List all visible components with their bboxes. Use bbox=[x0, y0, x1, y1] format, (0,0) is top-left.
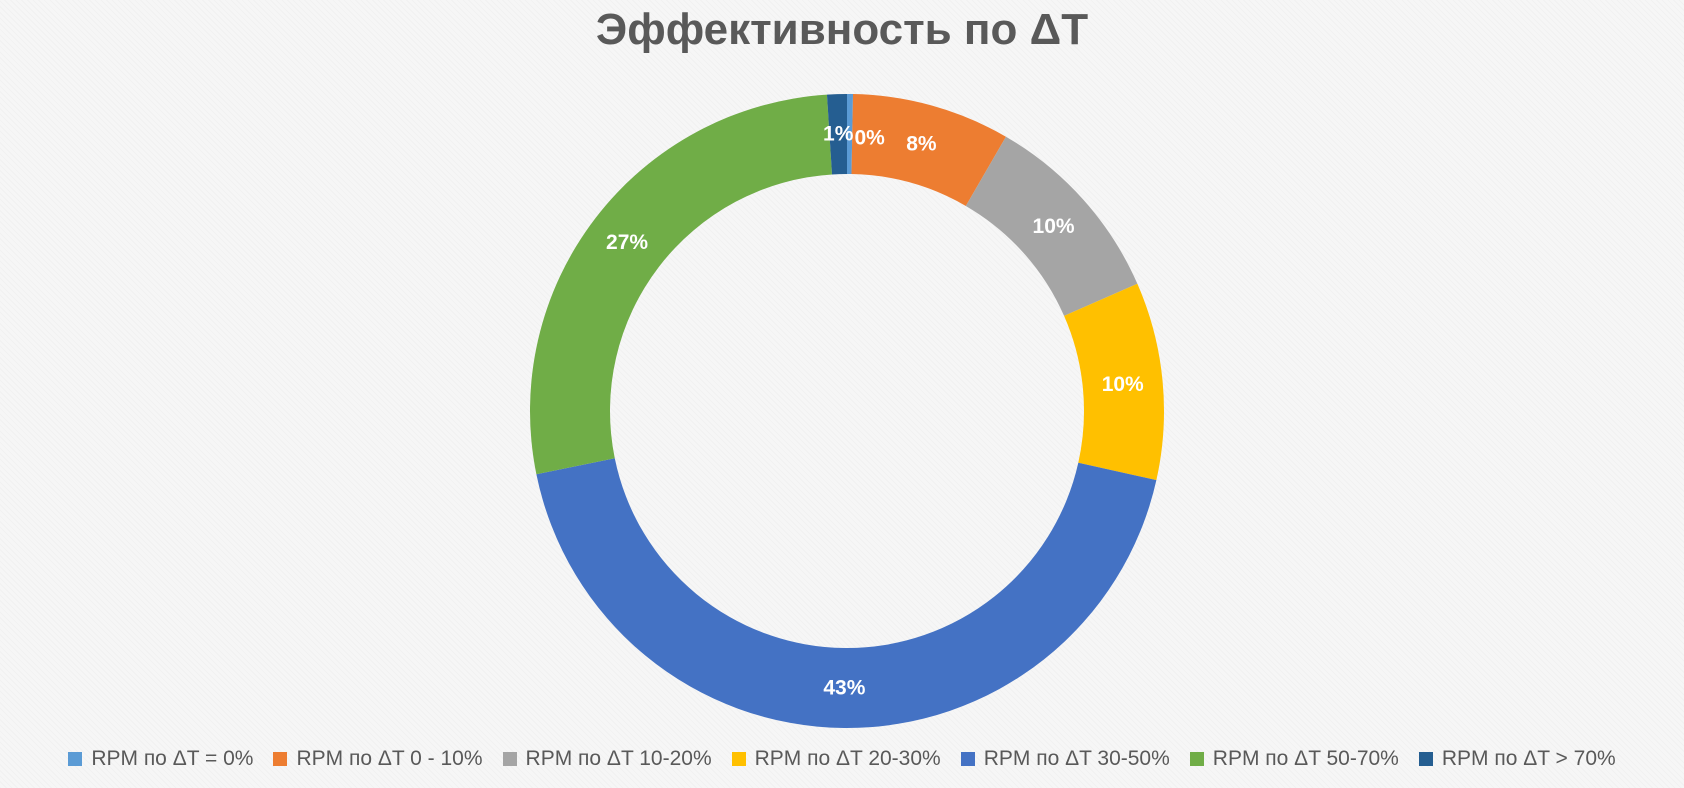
legend-item: RPM по ΔT 30-50% bbox=[960, 747, 1170, 771]
legend-swatch bbox=[1189, 752, 1204, 766]
legend-label: RPM по ΔT 50-70% bbox=[1212, 747, 1399, 770]
data-label: 10% bbox=[1033, 215, 1075, 238]
legend-swatch bbox=[1418, 752, 1433, 766]
legend-label: RPM по ΔT 30-50% bbox=[983, 747, 1170, 770]
donut-slice bbox=[536, 458, 1157, 728]
donut-slice bbox=[826, 94, 847, 175]
chart-legend: RPM по ΔT = 0% RPM по ΔT 0 - 10% RPM по ΔT… bbox=[0, 742, 1684, 776]
legend-label: RPM по ΔT 20-30% bbox=[754, 747, 941, 770]
legend-label: RPM по ΔT 0 - 10% bbox=[296, 747, 483, 770]
legend-swatch bbox=[731, 752, 746, 766]
donut-slice bbox=[965, 136, 1138, 316]
legend-swatch bbox=[960, 752, 975, 766]
donut-slice bbox=[530, 94, 833, 475]
donut-slices bbox=[530, 94, 1164, 728]
data-label: 43% bbox=[823, 676, 865, 699]
legend-item: RPM по ΔT 10-20% bbox=[502, 747, 712, 771]
data-label: 8% bbox=[906, 133, 937, 156]
legend-item: RPM по ΔT 50-70% bbox=[1189, 747, 1399, 771]
legend-item: RPM по ΔT 20-30% bbox=[731, 747, 941, 771]
data-label: 0% bbox=[854, 127, 885, 150]
legend-label: RPM по ΔT > 70% bbox=[1441, 747, 1616, 770]
legend-swatch bbox=[273, 752, 288, 766]
legend-swatch bbox=[502, 752, 517, 766]
legend-item: RPM по ΔT > 70% bbox=[1418, 747, 1616, 771]
donut-slice bbox=[847, 94, 854, 175]
chart-title: Эффективность по ΔT bbox=[595, 5, 1089, 54]
legend-item: RPM по ΔT = 0% bbox=[68, 747, 253, 771]
legend-swatch bbox=[68, 752, 83, 766]
data-label: 1% bbox=[823, 123, 854, 146]
data-labels: 0% 8% 10% 10% 43% 27% 1% bbox=[606, 123, 1144, 700]
legend-label: RPM по ΔT 10-20% bbox=[525, 747, 712, 770]
data-label: 27% bbox=[606, 231, 648, 254]
data-label: 10% bbox=[1102, 373, 1144, 396]
legend-item: RPM по ΔT 0 - 10% bbox=[273, 747, 483, 771]
donut-slice bbox=[851, 94, 1006, 206]
legend-label: RPM по ΔT = 0% bbox=[91, 747, 254, 770]
donut-slice bbox=[1064, 283, 1164, 481]
donut-chart: 0% 8% 10% 10% 43% 27% 1% bbox=[530, 94, 1164, 728]
